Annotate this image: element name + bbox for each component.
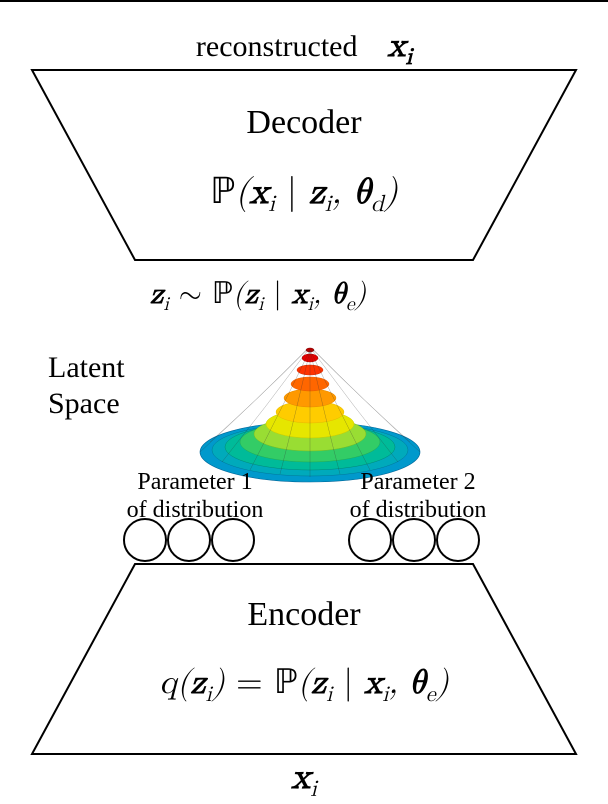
param2-node [436,518,480,562]
encoder-trapezoid [32,564,576,754]
param2-label: Parameter 2 of distribution [318,469,518,524]
latent-space-label: Latent Space [48,350,208,422]
sampling-formula: zi ∼ ℙ(zi | xi, θe) [150,276,590,316]
decoder-formula: ℙ(xi | zi, θd) [0,170,608,219]
param1-node [211,518,255,562]
xi-top: xi [388,29,413,63]
latent-line2: Space [48,387,120,420]
param2-node [392,518,436,562]
param2-node [348,518,392,562]
vae-diagram: reconstructed xi Decoder ℙ(xi | zi, θd) … [0,2,608,770]
encoder-title: Encoder [0,596,608,634]
latent-line1: Latent [48,351,125,384]
reconstructed-text: reconstructed [196,30,358,63]
reconstructed-label: reconstructed xi [0,26,608,72]
param1-line1: Parameter 1 [137,469,252,495]
decoder-trapezoid [32,70,576,260]
encoder-formula: q(zi) = ℙ(zi | xi, θe) [0,662,608,708]
param2-line1: Parameter 2 [360,469,475,495]
param1-label: Parameter 1 of distribution [95,469,295,524]
param1-node [123,518,167,562]
xi-bottom: xi [0,756,608,804]
param1-node [167,518,211,562]
decoder-title: Decoder [0,104,608,142]
